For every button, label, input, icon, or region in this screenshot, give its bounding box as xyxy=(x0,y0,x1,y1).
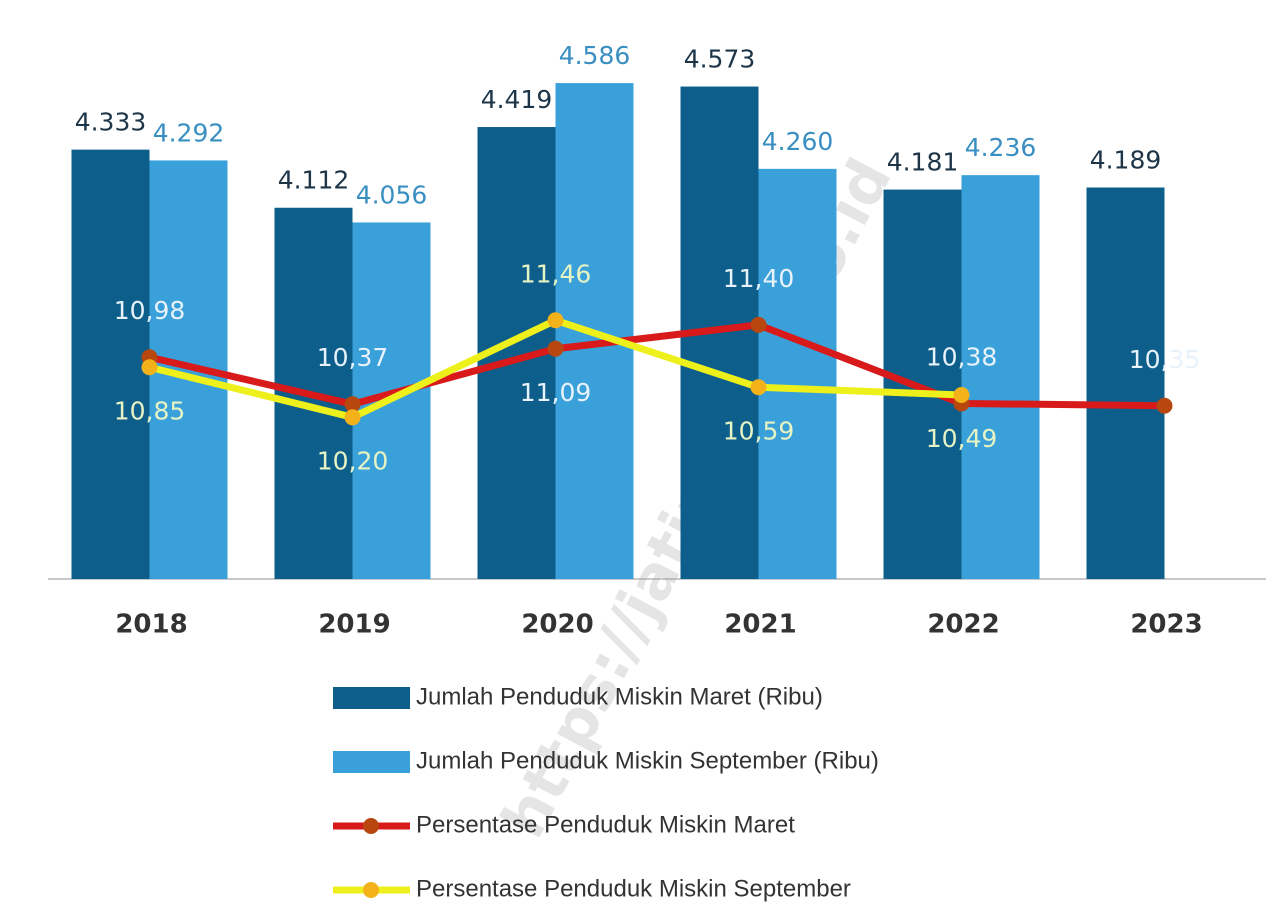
legend-swatch xyxy=(333,751,410,773)
line-marker xyxy=(547,340,564,357)
line-value-label: 11,40 xyxy=(723,264,795,293)
bar-value-label: 4.181 xyxy=(887,148,959,177)
line-marker xyxy=(750,379,767,396)
line-value-label: 10,85 xyxy=(114,396,186,425)
bar-value-label: 4.189 xyxy=(1090,146,1162,175)
bar-value-label: 4.056 xyxy=(356,180,428,209)
legend-label: Persentase Penduduk Miskin Maret xyxy=(416,811,795,838)
line-marker xyxy=(1156,397,1173,414)
bar-value-label: 4.260 xyxy=(762,127,834,156)
bar-value-label: 4.573 xyxy=(684,45,756,74)
line xyxy=(148,321,1165,410)
line-marker xyxy=(344,396,361,413)
x-tick-label: 2021 xyxy=(724,610,796,640)
bar xyxy=(758,168,837,579)
bar xyxy=(883,189,962,580)
legend-label: Jumlah Penduduk Miskin Maret (Ribu) xyxy=(416,683,823,710)
bar-value-label: 4.333 xyxy=(75,108,147,137)
legend-marker xyxy=(363,882,379,898)
bar xyxy=(71,149,150,579)
x-tick-label: 2019 xyxy=(318,610,390,640)
line-value-label: 10,98 xyxy=(114,296,186,325)
line-value-label: 10,49 xyxy=(926,424,998,453)
bar-value-label: 4.419 xyxy=(481,85,553,114)
bar xyxy=(1086,187,1165,579)
legend-label: Jumlah Penduduk Miskin September (Ribu) xyxy=(416,747,879,774)
bar xyxy=(961,175,1040,579)
x-tick-label: 2018 xyxy=(115,610,187,640)
x-tick-label: 2023 xyxy=(1130,610,1202,640)
x-tick-label: 2020 xyxy=(521,610,593,640)
line-marker xyxy=(953,386,970,403)
line-value-label: 10,37 xyxy=(317,343,389,372)
legend-swatch xyxy=(333,687,410,709)
line-value-label: 10,59 xyxy=(723,416,795,445)
line-marker xyxy=(547,312,564,329)
line-value-label: 11,46 xyxy=(520,259,592,288)
line-marker xyxy=(141,359,158,376)
legend-marker xyxy=(363,818,379,834)
bar-value-label: 4.292 xyxy=(153,118,225,147)
legend-label: Persentase Penduduk Miskin September xyxy=(416,875,851,902)
line-value-label: 11,09 xyxy=(520,378,592,407)
line-marker xyxy=(344,409,361,426)
line-value-label: 10,38 xyxy=(926,342,998,371)
line-value-label: 10,20 xyxy=(317,446,389,475)
bar-value-label: 4.236 xyxy=(965,133,1037,162)
x-tick-label: 2022 xyxy=(927,610,999,640)
line-marker xyxy=(750,316,767,333)
line-value-label: 10,35 xyxy=(1129,345,1201,374)
bar-value-label: 4.586 xyxy=(559,41,631,70)
bar-value-label: 4.112 xyxy=(278,166,350,195)
